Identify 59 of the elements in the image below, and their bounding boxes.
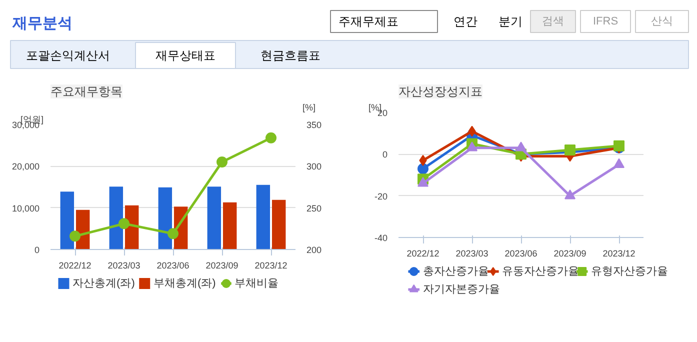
- bar: [158, 187, 172, 250]
- point: [564, 144, 576, 156]
- point: [266, 132, 276, 144]
- legend-label: 자기자본증가율: [422, 284, 500, 296]
- legend-label: 자산총계(좌): [72, 278, 135, 290]
- y-tick-label: 10,000: [12, 203, 40, 214]
- point: [216, 156, 228, 168]
- text: 재무상태표: [156, 48, 216, 62]
- y-tick-label: 0: [34, 245, 40, 255]
- y-tick-label: -20: [374, 191, 388, 202]
- legend-label: 총자산증가율: [422, 266, 489, 278]
- bar: [272, 200, 286, 250]
- legend-label: 부채비율: [234, 278, 278, 290]
- x-tick-label: 2023/03: [108, 260, 140, 270]
- bar: [109, 186, 124, 250]
- text: 산식: [651, 16, 673, 28]
- text: 연간: [454, 14, 478, 28]
- text: 현금흐름표: [260, 48, 320, 62]
- point: [418, 177, 428, 187]
- x-tick-label: 2022/12: [58, 260, 92, 270]
- point: [466, 142, 478, 152]
- x-tick-label: 2023/09: [554, 248, 586, 258]
- text: 주재무제표: [338, 14, 398, 28]
- text: 포괄손익계산서: [26, 48, 110, 62]
- x-tick-label: 2023/06: [156, 260, 190, 270]
- y-tick-label: 20,000: [12, 162, 40, 172]
- y2-tick-label: 200: [306, 245, 322, 255]
- point: [168, 228, 178, 240]
- chart-title: 자산성장성지표: [398, 84, 482, 98]
- x-tick-label: 2023/12: [602, 248, 636, 258]
- y2-tick-label: 250: [306, 203, 322, 214]
- text: 분기: [498, 14, 522, 28]
- point: [70, 230, 80, 242]
- y2-tick-label: 300: [306, 162, 322, 172]
- bar: [256, 184, 270, 250]
- text: 검색: [542, 16, 564, 28]
- point: [564, 190, 576, 200]
- x-tick-label: 2023/06: [504, 248, 538, 258]
- y2-axis-title: [%]: [302, 102, 316, 112]
- y-tick-label: -40: [374, 233, 388, 243]
- y-tick-label: 0: [382, 150, 388, 160]
- legend-label: 유형자산증가율: [591, 266, 668, 278]
- chart-title: 주요재무항목: [50, 84, 122, 98]
- x-tick-label: 2022/12: [406, 248, 440, 258]
- bar: [207, 186, 222, 250]
- legend-label: 유동자산증가율: [502, 266, 580, 278]
- x-tick-label: 2023/03: [456, 248, 488, 258]
- legend-label: 부채총계(좌): [153, 278, 216, 290]
- x-tick-label: 2023/12: [254, 260, 288, 270]
- text: 재무분석: [12, 15, 72, 32]
- point: [516, 142, 526, 152]
- bar: [60, 192, 74, 250]
- bar: [222, 202, 237, 250]
- text: IFRS: [592, 16, 618, 28]
- point: [418, 163, 428, 174]
- point: [118, 218, 130, 230]
- x-tick-label: 2023/09: [206, 260, 238, 270]
- point: [614, 158, 624, 168]
- y2-tick-label: 350: [306, 120, 322, 130]
